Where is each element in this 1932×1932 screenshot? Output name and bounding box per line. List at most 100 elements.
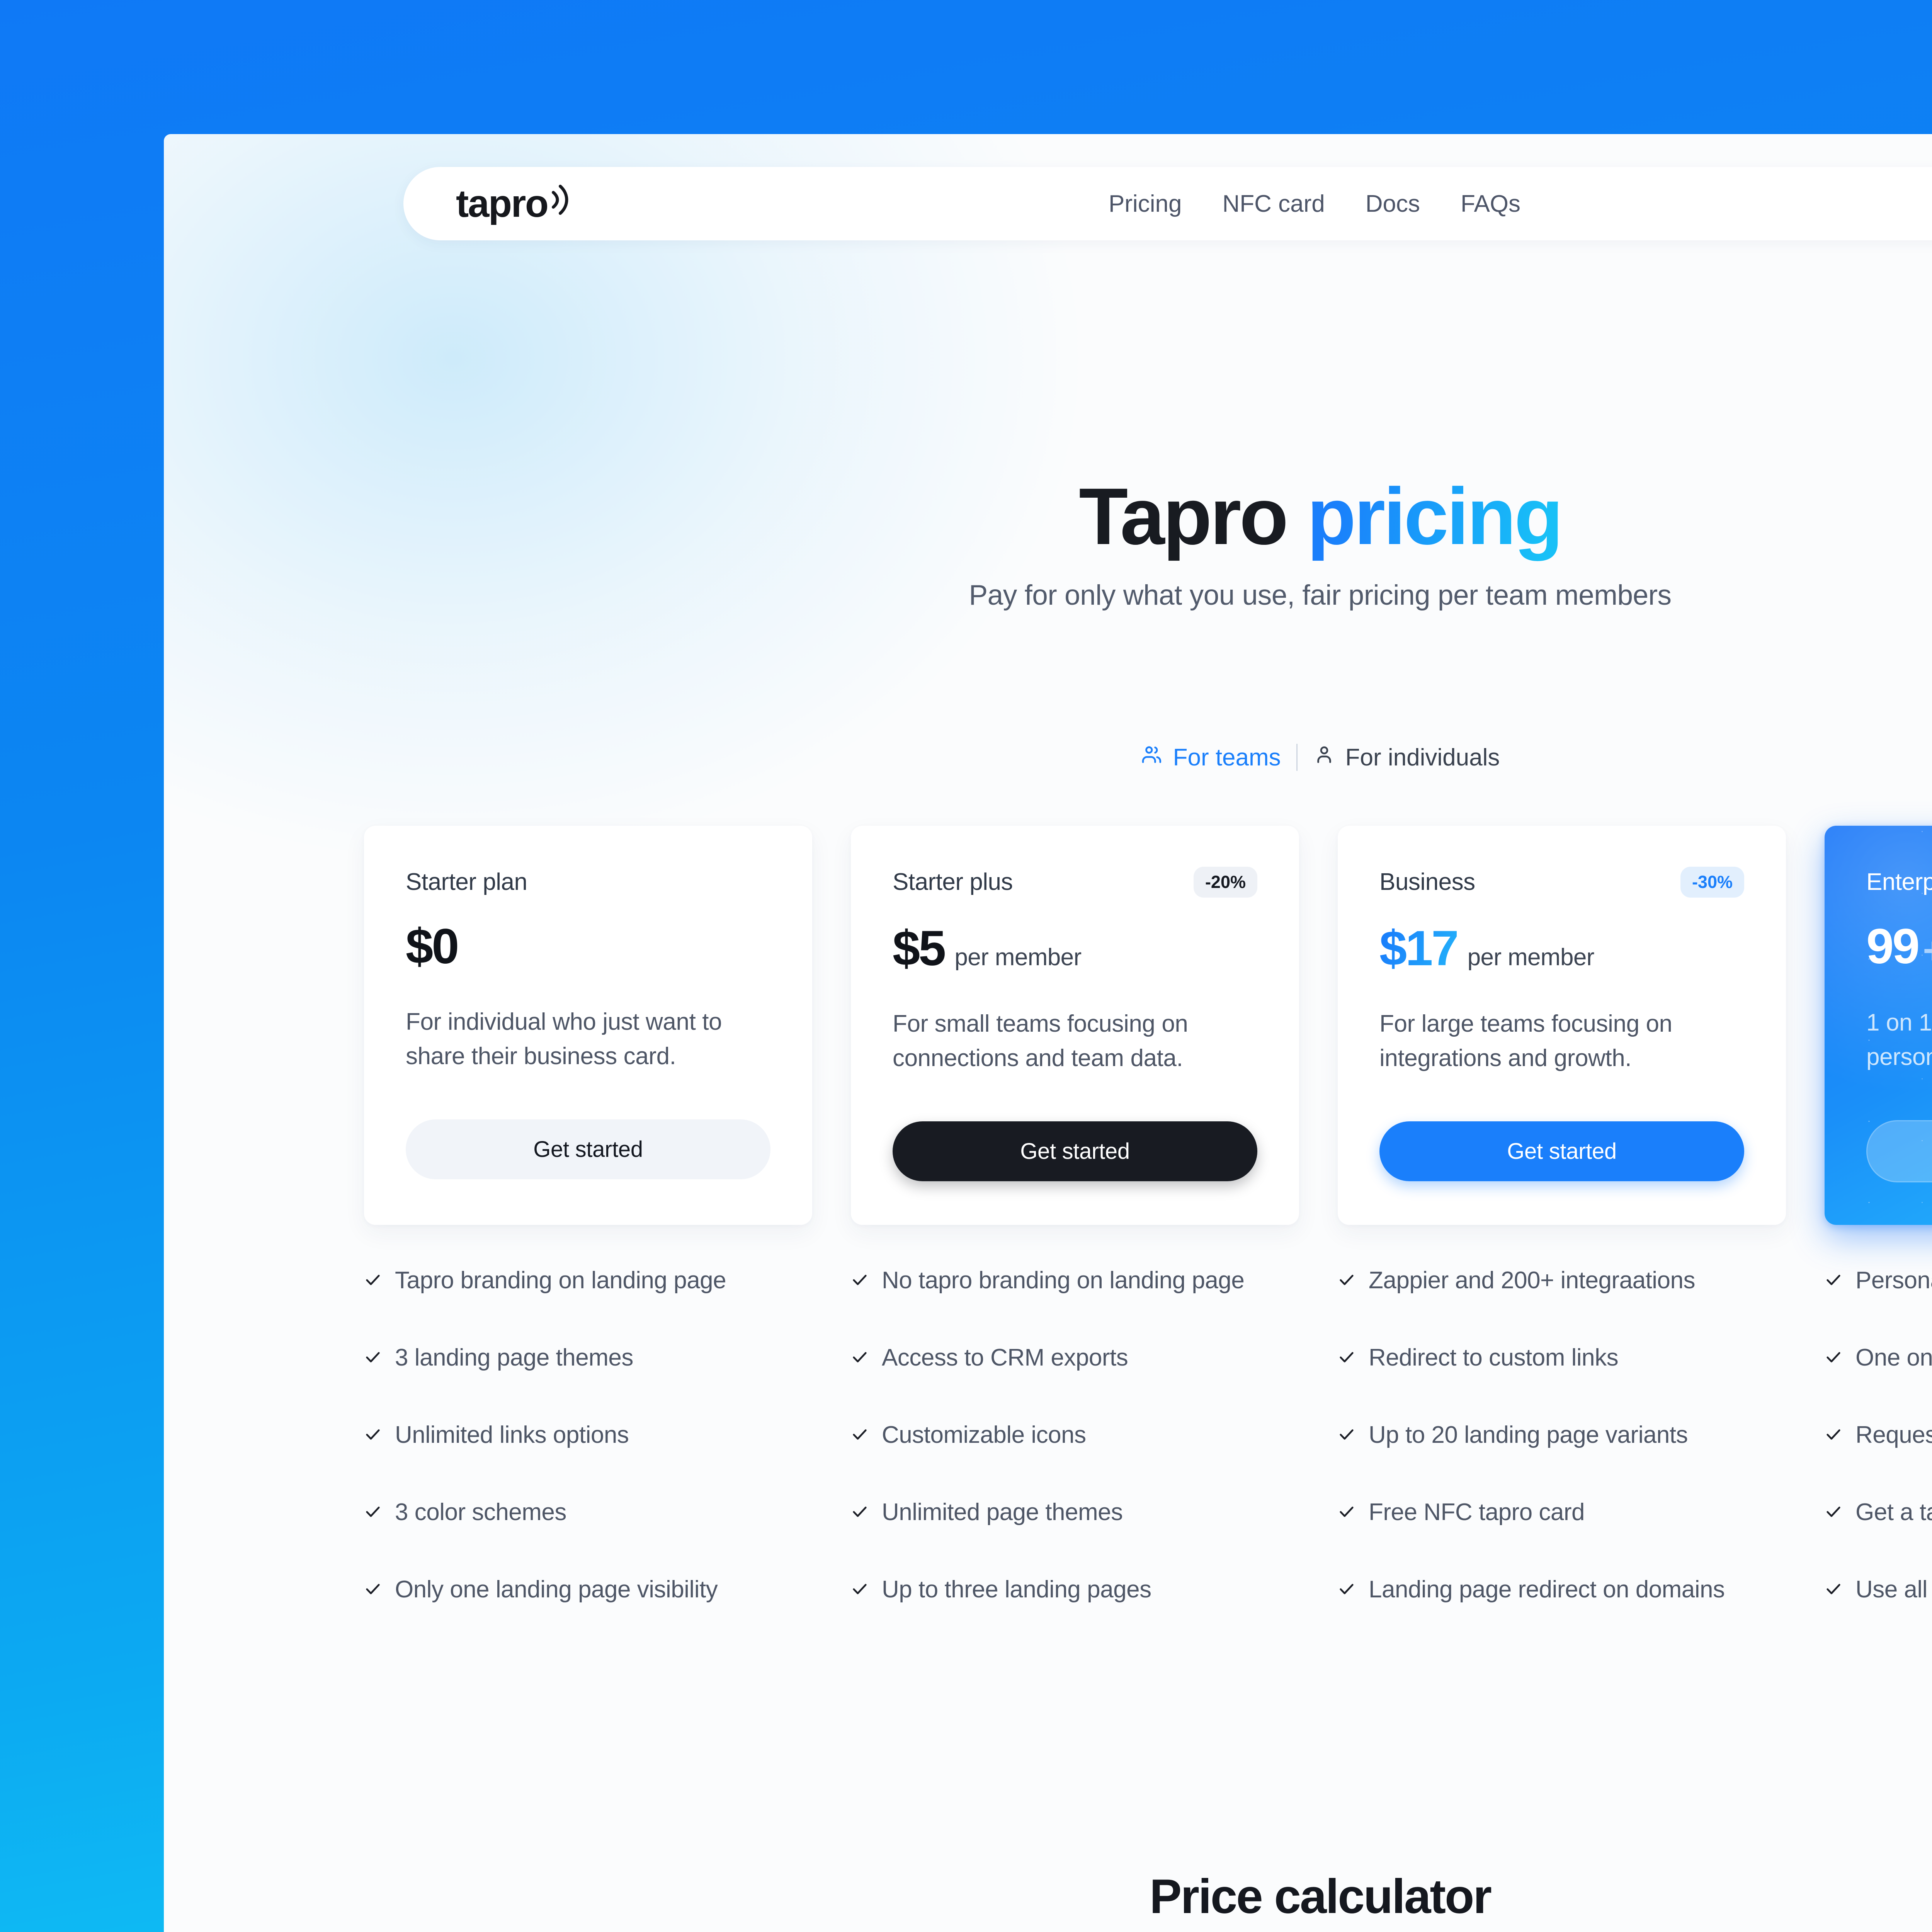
pricing-cards: Starter plan $0 For individual who just … [364, 826, 1932, 1225]
feature-item: 3 color schemes [364, 1498, 812, 1575]
check-icon [364, 1271, 382, 1289]
page-subtitle: Pay for only what you use, fair pricing … [969, 580, 1672, 611]
plan-price-row: $17 per member [1379, 924, 1744, 973]
plan-description: For individual who just want to share th… [406, 1009, 722, 1070]
plan-price: $0 [406, 919, 459, 974]
price-calculator-title: Price calculator [1149, 1870, 1492, 1923]
feature-label: Up to three landing pages [882, 1576, 1151, 1603]
feature-item: Free NFC tapro card [1338, 1498, 1786, 1575]
feature-item: Only one landing page visibility [364, 1575, 812, 1653]
feature-label: One on one onboarding [1855, 1344, 1932, 1371]
page-title: Tapro pricing [164, 474, 1932, 559]
plan-discount-badge: -30% [1680, 867, 1744, 898]
feature-label: Up to 20 landing page variants [1369, 1422, 1688, 1448]
page-title-accent: pricing [1307, 472, 1563, 561]
feature-label: Redirect to custom links [1369, 1344, 1619, 1371]
check-icon [851, 1348, 869, 1366]
feature-label: 3 landing page themes [395, 1344, 633, 1371]
plan-name: Enterprise [1866, 869, 1932, 895]
page-sheet: tapro Pricing NFC card Docs FAQs Get sta… [164, 134, 1932, 1932]
plan-name: Starter plus [893, 869, 1013, 895]
check-icon [851, 1425, 869, 1443]
segment-for-teams-label: For teams [1173, 744, 1281, 771]
check-icon [364, 1348, 382, 1366]
feature-label: Tapro branding on landing page [395, 1267, 726, 1294]
feature-label: Unlimited page themes [882, 1499, 1123, 1526]
segment-for-individuals[interactable]: For individuals [1298, 743, 1515, 772]
pricing-card-starter-plus[interactable]: Starter plus -20% $5 per member For smal… [851, 826, 1299, 1225]
check-icon [1338, 1348, 1355, 1366]
audience-segmented-control: For teams For individuals [365, 736, 1932, 779]
feature-label: Landing page redirect on domains [1369, 1576, 1725, 1603]
hero-section: Tapro pricing Pay for only what you use,… [164, 474, 1932, 611]
feature-item: Tapro branding on landing page [364, 1266, 812, 1344]
plan-price: $5 [893, 921, 946, 976]
check-icon [364, 1425, 382, 1443]
check-icon [1825, 1348, 1842, 1366]
segment-for-individuals-label: For individuals [1345, 744, 1500, 771]
plan-price-row: $5 per member [893, 924, 1257, 973]
segment-for-teams[interactable]: For teams [1125, 743, 1296, 772]
check-icon [1825, 1503, 1842, 1520]
nav-link-pricing[interactable]: Pricing [1108, 190, 1182, 217]
logo[interactable]: tapro [456, 183, 573, 224]
feature-item: Up to 20 landing page variants [1338, 1421, 1786, 1498]
check-icon [1338, 1425, 1355, 1443]
check-icon [851, 1271, 869, 1289]
plan-price-unit: per member [954, 944, 1082, 971]
feature-label: Use all upcoming beta features [1855, 1576, 1932, 1603]
feature-item: Get a tapro design assistance [1825, 1498, 1932, 1575]
plan-discount-badge: -20% [1193, 867, 1257, 898]
card-header: Enterprise [1866, 868, 1932, 896]
check-icon [364, 1503, 382, 1520]
feature-column-starter-plus: No tapro branding on landing page Access… [851, 1266, 1299, 1653]
people-group-icon [1141, 743, 1163, 772]
plan-description: For large teams focusing on integrations… [1379, 1010, 1672, 1072]
check-icon [1338, 1503, 1355, 1520]
feature-label: Request new features [1855, 1422, 1932, 1448]
plan-cta-button[interactable]: Get started [1379, 1121, 1744, 1181]
plan-cta-button[interactable]: Get started [893, 1121, 1257, 1181]
feature-label: Only one landing page visibility [395, 1576, 718, 1603]
feature-item: Unlimited links options [364, 1421, 812, 1498]
feature-label: Personal accountant [1855, 1267, 1932, 1294]
feature-item: Zappier and 200+ integraations [1338, 1266, 1786, 1344]
person-icon [1313, 743, 1335, 772]
check-icon [1825, 1271, 1842, 1289]
card-header: Business -30% [1379, 867, 1744, 898]
feature-label: 3 color schemes [395, 1499, 566, 1526]
nav-link-faqs[interactable]: FAQs [1461, 190, 1521, 217]
feature-item: 3 landing page themes [364, 1344, 812, 1421]
feature-label: Get a tapro design assistance [1855, 1499, 1932, 1526]
feature-column-enterprise: Personal accountant One on one onboardin… [1825, 1266, 1932, 1653]
feature-item: Use all upcoming beta features [1825, 1575, 1932, 1653]
pricing-card-business[interactable]: Business -30% $17 per member For large t… [1338, 826, 1786, 1225]
plan-description: 1 on 1 onboarding experience and persona… [1866, 1009, 1932, 1071]
card-header: Starter plus -20% [893, 867, 1257, 898]
feature-item: Request new features [1825, 1421, 1932, 1498]
check-icon [1338, 1580, 1355, 1598]
card-header: Starter plan [406, 868, 770, 896]
logo-text: tapro [456, 182, 549, 225]
check-icon [851, 1580, 869, 1598]
plan-cta-button[interactable]: Contact sales [1866, 1120, 1932, 1182]
feature-label: Zappier and 200+ integraations [1369, 1267, 1696, 1294]
feature-label: Unlimited links options [395, 1422, 629, 1448]
pricing-card-starter-plan[interactable]: Starter plan $0 For individual who just … [364, 826, 812, 1225]
feature-item: Redirect to custom links [1338, 1344, 1786, 1421]
plan-cta-button[interactable]: Get started [406, 1119, 770, 1179]
nav-links: Pricing NFC card Docs FAQs [403, 190, 1932, 218]
pricing-card-enterprise[interactable]: Enterprise 99 + team members 1 on 1 onbo… [1825, 826, 1932, 1225]
feature-column-business: Zappier and 200+ integraations Redirect … [1338, 1266, 1786, 1653]
feature-item: Landing page redirect on domains [1338, 1575, 1786, 1653]
nav-link-nfc-card[interactable]: NFC card [1222, 190, 1325, 217]
feature-label: Access to CRM exports [882, 1344, 1128, 1371]
feature-item: Access to CRM exports [851, 1344, 1299, 1421]
feature-item: One on one onboarding [1825, 1344, 1932, 1421]
check-icon [1338, 1271, 1355, 1289]
check-icon [364, 1580, 382, 1598]
nav-link-docs[interactable]: Docs [1365, 190, 1420, 217]
feature-label: Free NFC tapro card [1369, 1499, 1585, 1526]
check-icon [1825, 1580, 1842, 1598]
feature-column-starter-plan: Tapro branding on landing page 3 landing… [364, 1266, 812, 1653]
